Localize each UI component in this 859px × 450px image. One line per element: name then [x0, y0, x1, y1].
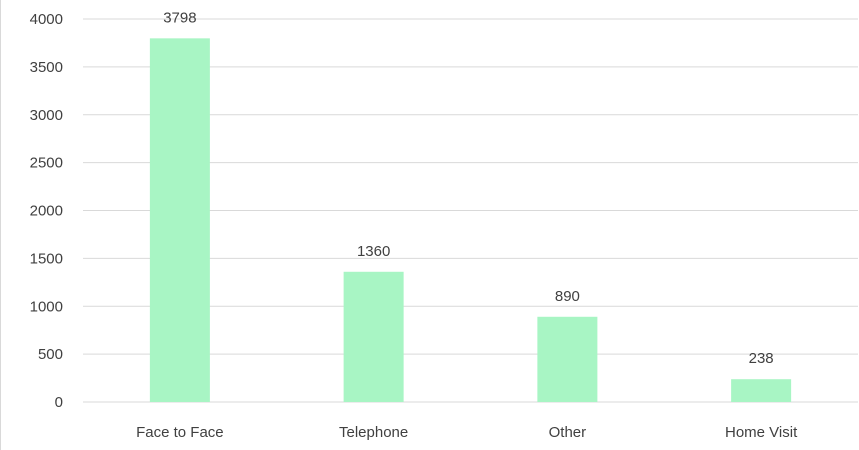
bar	[731, 379, 792, 402]
data-label: 3798	[163, 9, 196, 26]
bar	[343, 271, 404, 402]
x-category-label: Other	[549, 424, 587, 441]
gridlines	[83, 18, 858, 403]
bars	[149, 38, 792, 403]
y-axis-tick-labels: 0 500 1000 1500 2000 2500 3000 3500 4000	[30, 11, 63, 411]
data-label: 238	[749, 350, 774, 367]
x-category-label: Face to Face	[136, 424, 224, 441]
bar	[537, 316, 598, 402]
x-category-label: Telephone	[339, 424, 408, 441]
bar	[149, 38, 210, 403]
y-tick-label: 500	[38, 346, 63, 363]
y-tick-label: 1000	[30, 298, 63, 315]
data-labels: 3798 1360 890 238	[163, 9, 773, 367]
x-axis-category-labels: Face to Face Telephone Other Home Visit	[136, 424, 798, 441]
data-label: 1360	[357, 243, 390, 260]
y-tick-label: 0	[55, 394, 63, 411]
y-tick-label: 4000	[30, 11, 63, 28]
y-tick-label: 2500	[30, 155, 63, 172]
x-category-label: Home Visit	[725, 424, 798, 441]
y-tick-label: 3000	[30, 107, 63, 124]
y-tick-label: 3500	[30, 59, 63, 76]
y-tick-label: 1500	[30, 250, 63, 267]
data-label: 890	[555, 288, 580, 305]
y-tick-label: 2000	[30, 203, 63, 220]
